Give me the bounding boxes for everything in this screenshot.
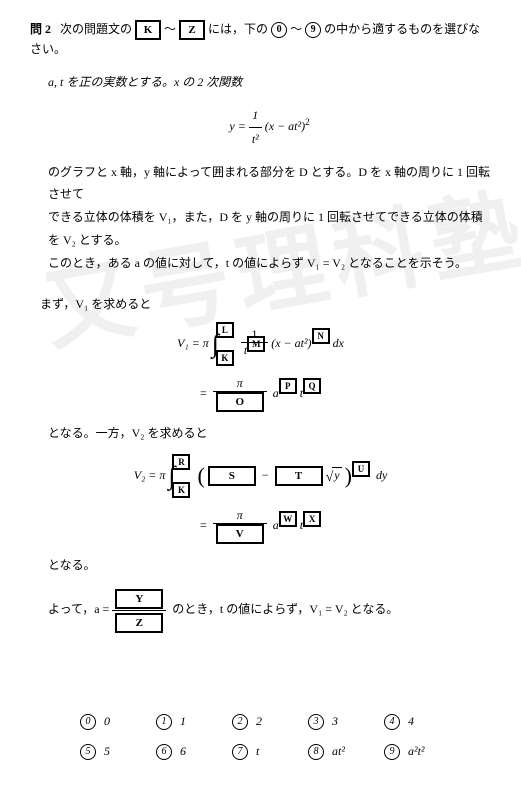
choice-3: 33 [308, 714, 352, 730]
box-O: O [216, 392, 264, 412]
heading-text-2: には，下の [208, 22, 268, 36]
box-Q: Q [303, 378, 321, 394]
y-eq: y = [229, 119, 245, 133]
choice-3-val: 3 [332, 714, 338, 729]
choice-0-num: 0 [80, 714, 96, 730]
pi-num-2: π [213, 508, 267, 523]
choice-9-val: a²t² [408, 744, 425, 759]
choice-1-val: 1 [180, 714, 186, 729]
line-1-text: a, t を正の実数とする。x の 2 次関数 [48, 75, 242, 89]
choice-4-val: 4 [408, 714, 414, 729]
box-V: V [216, 524, 264, 544]
minus: − [262, 468, 269, 482]
formula-v1: V₁ = π ∫ L K 1 tM (x − at²)N dx [30, 322, 491, 366]
para2-c: このとき，ある a の値に対して，t の値によらず V₁ = V₂ となることを… [48, 252, 491, 275]
problem-body: a, t を正の実数とする。x の 2 次関数 y = 1 t² (x − at… [48, 71, 491, 274]
lparen: ( [197, 463, 204, 488]
heading-text-1: 次の問題文の [60, 22, 132, 36]
eq2: = [200, 518, 207, 532]
choice-5-val: 5 [104, 744, 110, 759]
box-L: L [216, 322, 234, 338]
box-R: R [172, 454, 190, 470]
choice-7-num: 7 [232, 744, 248, 760]
box-X: X [303, 511, 321, 527]
box-P: P [279, 378, 297, 394]
circle-9: 9 [305, 22, 321, 38]
int-body1: (x − at²) [271, 335, 311, 349]
box-from: K [135, 20, 161, 40]
rparen: ) [345, 463, 352, 488]
v1-label: V₁ = π [177, 335, 209, 349]
box-Z: Z [115, 613, 163, 633]
choice-1: 11 [156, 714, 200, 730]
choice-2-num: 2 [232, 714, 248, 730]
box-U: U [352, 461, 370, 477]
choice-1-num: 1 [156, 714, 172, 730]
pi-num: π [213, 376, 267, 391]
frac-1-num: 1 [249, 104, 262, 127]
problem-heading: 問 2 次の問題文の K ～ Z には，下の 0 ～ 9 の中から適するものを選… [30, 20, 491, 57]
choice-4: 44 [384, 714, 428, 730]
choice-6-val: 6 [180, 744, 186, 759]
choice-6-num: 6 [156, 744, 172, 760]
eq1: = [200, 385, 207, 399]
box-M: M [247, 336, 265, 352]
choice-3-num: 3 [308, 714, 324, 730]
integral-v1: ∫ L K [212, 322, 238, 366]
dy: dy [376, 468, 387, 482]
answer-choices: 00 11 22 33 44 55 66 7t 8 at² 9 a²t² [80, 714, 491, 760]
choice-9: 9 a²t² [384, 744, 428, 760]
box-to: Z [179, 20, 205, 40]
choice-9-num: 9 [384, 744, 400, 760]
heading-text-3: ～ [290, 22, 302, 36]
paren-pow: 2 [305, 117, 310, 127]
frac-1-den: t² [249, 127, 262, 151]
circle-0: 0 [271, 22, 287, 38]
choice-2: 22 [232, 714, 276, 730]
final-tail: のとき，t の値によらず，V₁ = V₂ となる。 [172, 602, 398, 616]
box-T: T [275, 466, 323, 486]
choice-7: 7t [232, 744, 276, 760]
formula-v2: V₂ = π ∫ R K ( S − T √y )U dy [30, 454, 491, 498]
choice-8-val: at² [332, 744, 345, 759]
box-W: W [279, 511, 297, 527]
choice-7-val: t [256, 744, 259, 759]
heading-tilde: ～ [164, 22, 176, 36]
para2-a: のグラフと x 軸，y 軸によって囲まれる部分を D とする。D を x 軸の周… [48, 161, 491, 207]
para2-b: できる立体の体積を V₁，また，D を y 軸の周りに 1 回転させてできる立体… [48, 206, 491, 252]
choices-row-1: 00 11 22 33 44 [80, 714, 491, 730]
dx: dx [333, 335, 344, 349]
box-Y: Y [115, 589, 163, 609]
sec1-label: まず，V₁ を求めると [40, 295, 491, 312]
exam-page: 問 2 次の問題文の K ～ Z には，下の 0 ～ 9 の中から適するものを選… [0, 0, 521, 794]
choice-0: 00 [80, 714, 124, 730]
final-a-label: よって，a = [48, 602, 109, 616]
final-line: よって，a = Y Z のとき，t の値によらず，V₁ = V₂ となる。 [48, 587, 491, 634]
formula-v2-result: = π V aW tX [30, 508, 491, 544]
box-S: S [208, 466, 256, 486]
box-N: N [312, 328, 330, 344]
choice-8-num: 8 [308, 744, 324, 760]
box-K: K [216, 350, 234, 366]
sqrt-y: y [332, 467, 341, 483]
frac2-den: tM [241, 342, 268, 360]
choice-8: 8 at² [308, 744, 352, 760]
v2-label: V₂ = π [134, 468, 166, 482]
sec-mid: となる。一方，V₂ を求めると [48, 422, 491, 445]
choice-0-val: 0 [104, 714, 110, 729]
paren-body: (x − at²) [265, 119, 305, 133]
line-1: a, t を正の実数とする。x の 2 次関数 [48, 71, 491, 94]
box-K2: K [172, 482, 190, 498]
formula-y: y = 1 t² (x − at²)2 [48, 104, 491, 151]
tonaru: となる。 [48, 554, 491, 577]
choice-6: 66 [156, 744, 200, 760]
choice-2-val: 2 [256, 714, 262, 729]
heading-prefix: 問 2 [30, 22, 51, 36]
choice-5: 55 [80, 744, 124, 760]
choice-4-num: 4 [384, 714, 400, 730]
choice-5-num: 5 [80, 744, 96, 760]
choices-row-2: 55 66 7t 8 at² 9 a²t² [80, 744, 491, 760]
formula-v1-result: = π O aP tQ [30, 376, 491, 412]
integral-v2: ∫ R K [168, 454, 194, 498]
